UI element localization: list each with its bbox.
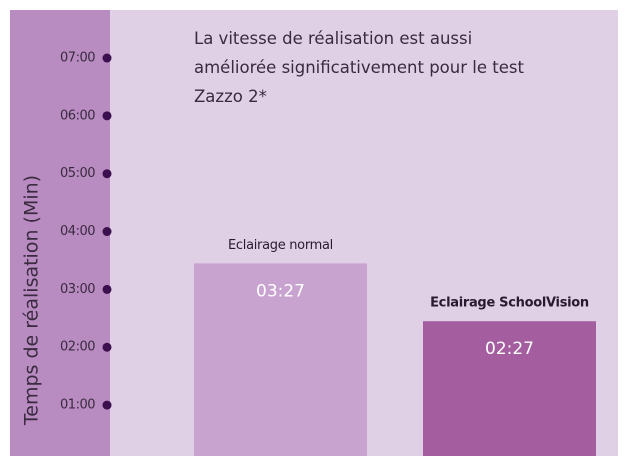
tick-dot <box>102 53 112 63</box>
tick-dot <box>102 227 112 237</box>
y-tick-label: 02:00 <box>60 340 95 355</box>
tick-dot <box>102 169 112 179</box>
y-tick-label: 03:00 <box>60 282 95 297</box>
tick-dot <box>102 111 112 121</box>
tick-dot <box>102 400 112 410</box>
axis-band <box>10 10 110 456</box>
bar <box>194 263 367 456</box>
category-label: Eclairage SchoolVision <box>430 296 589 311</box>
y-axis-label: Temps de réalisation (Min) <box>21 175 43 426</box>
value-label: 03:27 <box>256 281 305 301</box>
category-label: Eclairage normal <box>228 238 333 253</box>
chart-title: La vitesse de réalisation est aussi amél… <box>194 29 524 106</box>
tick-dot <box>102 284 112 294</box>
bar <box>423 321 596 456</box>
y-tick-label: 06:00 <box>60 108 95 123</box>
tick-dot <box>102 342 112 352</box>
y-tick-label: 01:00 <box>60 398 95 413</box>
y-tick-label: 05:00 <box>60 166 95 181</box>
y-tick-label: 07:00 <box>60 51 95 66</box>
value-label: 02:27 <box>485 339 534 359</box>
y-tick-label: 04:00 <box>60 224 95 239</box>
